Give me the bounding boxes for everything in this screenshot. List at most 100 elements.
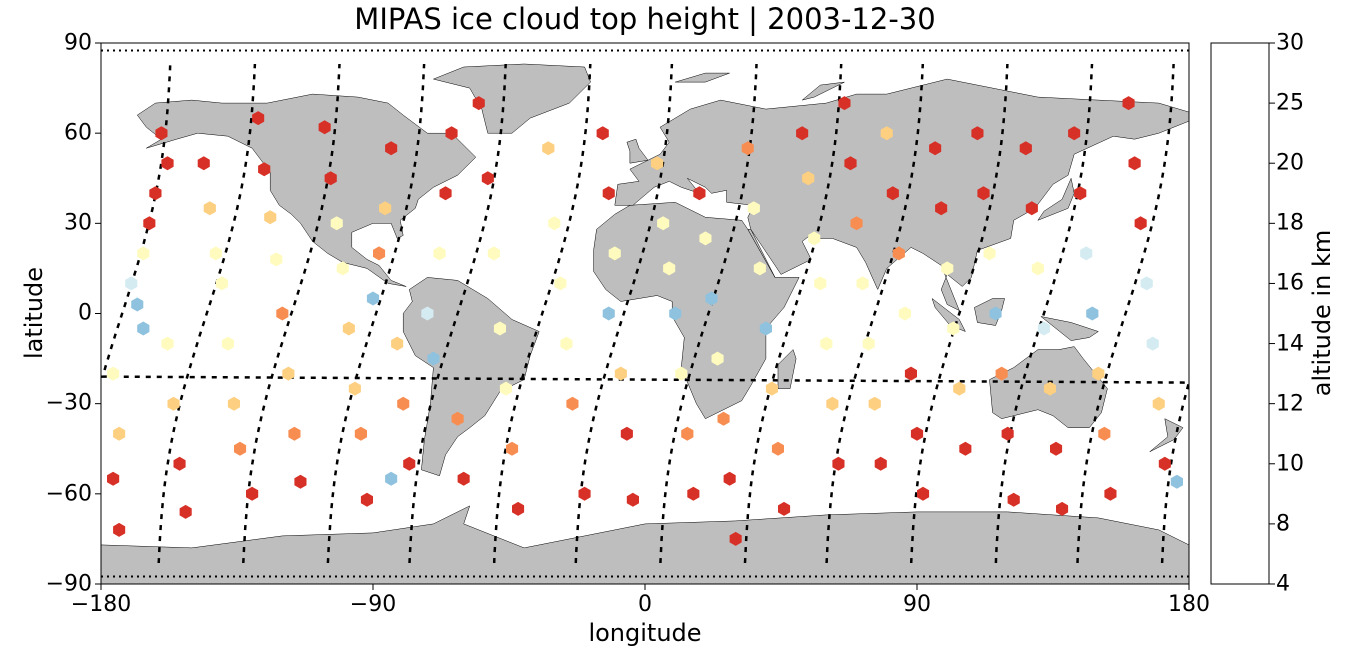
x-tick-label: −180 (70, 592, 132, 617)
cloud-point (294, 474, 307, 489)
cloud-point (614, 366, 627, 381)
cloud-point (445, 126, 458, 141)
colorbar-tick-label: 14 (1276, 331, 1304, 357)
cloud-point (796, 126, 809, 141)
cloud-point (131, 297, 144, 312)
cloud-point (360, 492, 373, 507)
x-axis-label: longitude (588, 619, 702, 647)
cloud-point (904, 366, 917, 381)
landmass-madagascar (777, 349, 797, 389)
cloud-point (149, 186, 162, 201)
landmass-novaya-zemlya (802, 81, 845, 101)
y-tick-marks (95, 42, 101, 585)
cloud-point (620, 426, 633, 441)
cloud-point (1146, 336, 1159, 351)
cloud-point (113, 426, 126, 441)
y-tick-label: −30 (45, 390, 92, 416)
cloud-point (771, 441, 784, 456)
orbit-track (101, 63, 1189, 564)
cloud-point (983, 246, 996, 261)
cloud-point (747, 201, 760, 216)
cloud-point (481, 171, 494, 186)
colorbar (1210, 42, 1275, 585)
cloud-point (379, 201, 392, 216)
cloud-point (487, 246, 500, 261)
cloud-point (814, 276, 827, 291)
cloud-point (107, 366, 120, 381)
colorbar-tick-label: 12 (1276, 391, 1304, 417)
cloud-point (1068, 126, 1081, 141)
cloud-point (197, 156, 210, 171)
cloud-point (626, 492, 639, 507)
cloud-point (699, 231, 712, 246)
cloud-point (1104, 486, 1117, 501)
map-title: MIPAS ice cloud top height | 2003-12-30 (354, 2, 936, 36)
cloud-point (288, 426, 301, 441)
cloud-point (1031, 261, 1044, 276)
cloud-point (898, 306, 911, 321)
cloud-point (342, 321, 355, 336)
cloud-point (741, 141, 754, 156)
cloud-point (451, 411, 464, 426)
colorbar-frame (1210, 42, 1270, 585)
orbit-track (825, 63, 925, 564)
colorbar-tick-label: 25 (1276, 90, 1304, 116)
cloud-point (137, 321, 150, 336)
cloud-point (215, 276, 228, 291)
cloud-point (167, 396, 180, 411)
map-plot-area (101, 49, 1189, 584)
cloud-point (348, 381, 361, 396)
cloud-point (832, 456, 845, 471)
cloud-point (155, 126, 168, 141)
cloud-point (1007, 492, 1020, 507)
cloud-point (729, 531, 742, 546)
cloud-point (578, 486, 591, 501)
orbit-track (909, 63, 1009, 564)
y-tick-label: −60 (45, 481, 92, 507)
x-tick-label: −90 (349, 592, 397, 617)
cloud-point (403, 456, 416, 471)
cloud-point (179, 504, 192, 519)
colorbar-tick-label: 16 (1276, 270, 1304, 296)
cloud-point (499, 381, 512, 396)
cloud-point (778, 501, 791, 516)
colorbar-tick-label: 20 (1276, 150, 1304, 176)
land-masses (101, 63, 1189, 584)
cloud-point (1152, 396, 1165, 411)
cloud-point (282, 366, 295, 381)
cloud-point (675, 366, 688, 381)
cloud-point (959, 441, 972, 456)
cloud-point (910, 426, 924, 441)
cloud-point (493, 321, 506, 336)
cloud-point (1037, 321, 1050, 336)
landmass-south-america (402, 277, 540, 477)
orbit-track (326, 63, 426, 564)
cloud-point (892, 246, 905, 261)
cloud-point (548, 216, 561, 231)
landmass-japan (1037, 177, 1075, 221)
colorbar-tick-label: 30 (1276, 30, 1304, 56)
cloud-point (947, 321, 960, 336)
orbit-track (492, 63, 592, 564)
cloud-point (705, 291, 718, 306)
cloud-point (651, 156, 664, 171)
cloud-point (693, 186, 706, 201)
cloud-point (336, 261, 349, 276)
cloud-point (862, 336, 875, 351)
y-axis-label: latitude (20, 266, 48, 360)
orbit-tracks (101, 49, 1189, 578)
cloud-point (826, 396, 839, 411)
cloud-point (143, 216, 156, 231)
cloud-point (874, 456, 887, 471)
cloud-point (953, 381, 966, 396)
y-tick-label: 90 (64, 30, 92, 56)
cloud-point (711, 351, 724, 366)
cloud-point (602, 306, 615, 321)
cloud-point (886, 186, 899, 201)
cloud-point (687, 486, 700, 501)
cloud-point (1122, 96, 1135, 111)
orbit-track (242, 63, 341, 564)
y-tick-label: 60 (64, 120, 92, 146)
cloud-point (1056, 501, 1069, 516)
cloud-point (971, 126, 984, 141)
